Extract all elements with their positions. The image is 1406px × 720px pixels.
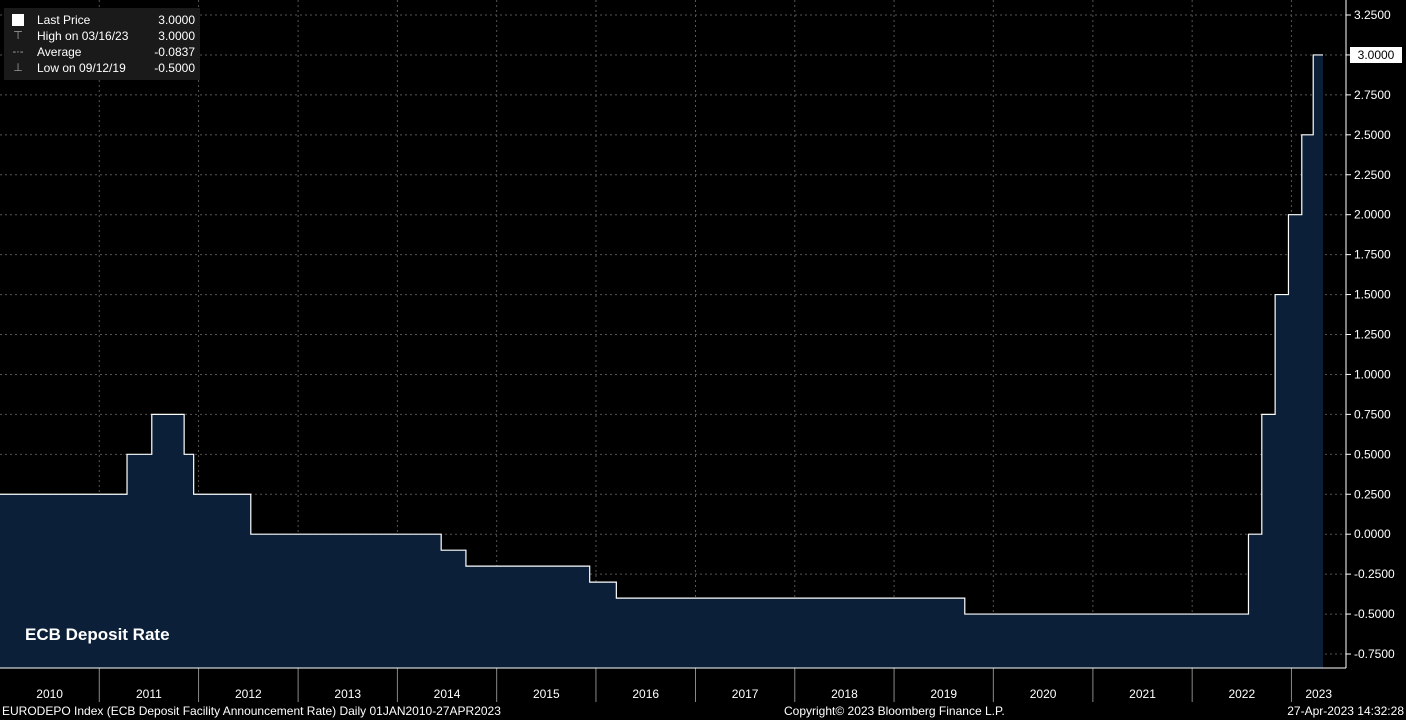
legend-value: -0.0837: [154, 45, 195, 59]
average-marker-icon: -·-: [12, 46, 24, 58]
last-price-badge: 3.0000: [1350, 47, 1402, 63]
y-tick-label: 2.7500: [1354, 88, 1391, 102]
y-tick-label: 0.0000: [1354, 527, 1391, 541]
y-tick-label: 0.2500: [1354, 487, 1391, 501]
y-tick-label: -0.5000: [1354, 607, 1395, 621]
area-fill-layer: [0, 54, 1323, 668]
legend-value: -0.5000: [154, 61, 195, 75]
x-tick-label: 2018: [831, 687, 858, 701]
x-tick-label: 2010: [36, 687, 63, 701]
axes: [0, 0, 1351, 702]
x-tick-label: 2014: [434, 687, 461, 701]
footer-copyright: Copyright© 2023 Bloomberg Finance L.P.: [784, 704, 1005, 718]
y-tick-label: 1.0000: [1354, 367, 1391, 381]
x-tick-labels: 2010 2011 2012 2013 2014 2015 2016 2017 2018 2019…: [36, 687, 1332, 701]
y-tick-label: -0.2500: [1354, 567, 1395, 581]
legend-item-low: ⊥ Low on 09/12/19 -0.5000: [4, 60, 200, 76]
legend-square-icon: [12, 14, 24, 26]
y-tick-label: 2.5000: [1354, 128, 1391, 142]
y-tick-label: 0.7500: [1354, 407, 1391, 421]
x-tick-label: 2022: [1228, 687, 1255, 701]
legend-box: Last Price 3.0000 ⊤ High on 03/16/23 3.0…: [4, 8, 200, 80]
series-line-last-price: [0, 54, 1323, 615]
x-tick-label: 2023: [1305, 687, 1332, 701]
y-tick-label: -0.7500: [1354, 647, 1395, 661]
y-tick-label: 1.5000: [1354, 288, 1391, 302]
x-tick-label: 2013: [334, 687, 361, 701]
y-tick-labels: -0.7500 -0.5000 -0.2500 0.0000 0.2500 0.5000 0…: [1354, 8, 1395, 661]
y-tick-label: 1.2500: [1354, 328, 1391, 342]
x-tick-label: 2020: [1030, 687, 1057, 701]
x-tick-label: 2017: [732, 687, 759, 701]
x-tick-label: 2011: [136, 687, 162, 701]
legend-label: High on 03/16/23: [37, 29, 129, 43]
footer-ticker-description: EURODEPO Index (ECB Deposit Facility Ann…: [2, 704, 501, 718]
price-line-layer: [0, 54, 1323, 615]
chart-title: ECB Deposit Rate: [25, 625, 170, 644]
x-tick-label: 2012: [235, 687, 262, 701]
y-tick-label: 1.7500: [1354, 248, 1391, 262]
high-marker-icon: ⊤: [13, 30, 23, 42]
legend-item-last-price: Last Price 3.0000: [4, 12, 200, 28]
legend-value: 3.0000: [158, 13, 195, 27]
grid-lines: [0, 0, 1346, 668]
legend-label: Low on 09/12/19: [37, 61, 126, 75]
legend-label: Average: [37, 45, 82, 59]
x-tick-label: 2016: [632, 687, 659, 701]
y-tick-label: 2.0000: [1354, 208, 1391, 222]
legend-label: Last Price: [37, 13, 91, 27]
legend-item-high: ⊤ High on 03/16/23 3.0000: [4, 28, 200, 44]
y-tick-label: 2.2500: [1354, 168, 1391, 182]
x-tick-label: 2015: [533, 687, 560, 701]
x-tick-label: 2019: [930, 687, 957, 701]
y-tick-label: 0.5000: [1354, 447, 1391, 461]
low-marker-icon: ⊥: [13, 62, 23, 74]
series-area-fill: [0, 54, 1323, 668]
legend-value: 3.0000: [158, 29, 195, 43]
legend-item-average: -·- Average -0.0837: [4, 44, 200, 60]
x-tick-label: 2021: [1129, 687, 1156, 701]
footer-timestamp: 27-Apr-2023 14:32:28: [1287, 704, 1404, 718]
y-tick-label: 3.2500: [1354, 8, 1391, 22]
